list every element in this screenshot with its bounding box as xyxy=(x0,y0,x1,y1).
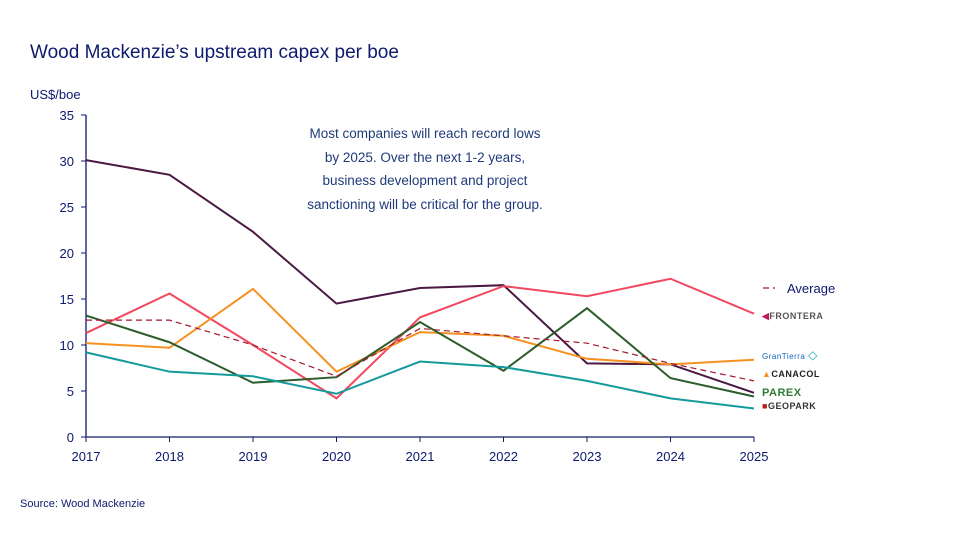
y-axis-label: US$/boe xyxy=(30,87,81,102)
x-tick-label: 2023 xyxy=(573,449,602,464)
y-tick-label: 15 xyxy=(60,292,74,307)
series-line-geopark xyxy=(85,351,755,410)
grantierra-logo: GranTierra ◇ xyxy=(762,348,818,362)
y-tick-label: 10 xyxy=(60,338,74,353)
source-note: Source: Wood Mackenzie xyxy=(20,498,146,510)
x-tick-label: 2024 xyxy=(656,449,685,464)
series-line-average xyxy=(86,319,755,382)
x-tick-label: 2018 xyxy=(155,449,184,464)
x-tick-label: 2025 xyxy=(740,449,769,464)
y-tick-label: 35 xyxy=(60,108,74,123)
x-tick-label: 2017 xyxy=(72,449,101,464)
y-tick-label: 0 xyxy=(67,430,74,445)
series-line-canacol xyxy=(85,159,755,394)
canacol-logo: ▲CANACOL xyxy=(762,369,820,379)
y-tick-label: 20 xyxy=(60,246,74,261)
x-tick-label: 2020 xyxy=(322,449,351,464)
y-tick-label: 30 xyxy=(60,154,74,169)
x-tick-label: 2019 xyxy=(239,449,268,464)
annotation-note: Most companies will reach record lows by… xyxy=(307,126,543,212)
y-tick-label: 25 xyxy=(60,200,74,215)
frontera-logo: ◀FRONTERA xyxy=(762,311,824,321)
x-tick-label: 2022 xyxy=(489,449,518,464)
series-line-parex xyxy=(85,306,755,398)
parex-logo: PAREX xyxy=(762,387,802,399)
chart-title: Wood Mackenzie’s upstream capex per boe xyxy=(30,42,399,63)
y-tick-label: 5 xyxy=(67,384,74,399)
x-tick-label: 2021 xyxy=(406,449,435,464)
geopark-logo: ■GEOPARK xyxy=(762,401,817,411)
series-line-frontera xyxy=(85,277,755,400)
legend-average-label: Average xyxy=(787,281,835,296)
